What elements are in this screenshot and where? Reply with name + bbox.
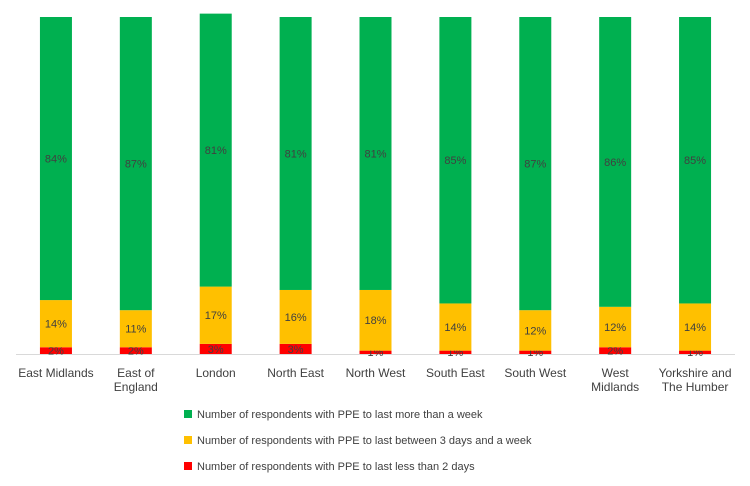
- bar-segment: [679, 17, 712, 304]
- value-label: 12%: [604, 322, 626, 334]
- value-label: 2%: [128, 346, 144, 358]
- value-label: 3%: [288, 344, 304, 356]
- bar-segment: [599, 347, 632, 354]
- value-label: 3%: [208, 344, 224, 356]
- bar-segment: [119, 347, 152, 354]
- legend-swatch: [184, 436, 192, 444]
- x-tick-label: West Midlands: [591, 366, 640, 394]
- bar-segment: [439, 303, 472, 351]
- value-label: 2%: [48, 346, 64, 358]
- x-tick-label: London: [195, 366, 236, 380]
- value-label: 85%: [444, 155, 466, 167]
- value-label: 18%: [364, 315, 386, 327]
- bar-segment: [199, 343, 232, 354]
- value-label: 81%: [205, 145, 227, 157]
- bar-segment: [439, 17, 472, 304]
- value-label: 85%: [684, 155, 706, 167]
- bar-segment: [519, 17, 552, 311]
- value-label: 14%: [444, 322, 466, 334]
- x-tick-label: North West: [345, 366, 406, 380]
- bar-segment: [439, 350, 472, 354]
- x-tick-label: East of England: [113, 366, 158, 394]
- x-tick-label: Yorkshire and The Humber: [658, 366, 732, 394]
- legend-label: Number of respondents with PPE to last b…: [197, 435, 532, 447]
- value-label: 14%: [45, 319, 67, 331]
- x-tick-label: North East: [267, 366, 324, 380]
- bar-segment: [199, 13, 232, 287]
- bar-segment: [279, 17, 312, 290]
- bar-segment: [359, 17, 392, 290]
- legend-swatch: [184, 462, 192, 470]
- value-label: 11%: [125, 324, 146, 336]
- value-label: 14%: [684, 322, 706, 334]
- legend-label: Number of respondents with PPE to last l…: [197, 461, 475, 473]
- bar-segment: [359, 350, 392, 354]
- value-label: 17%: [205, 310, 227, 322]
- legend-label: Number of respondents with PPE to last m…: [197, 409, 483, 421]
- bar-segment: [599, 306, 632, 348]
- bar-segment: [519, 350, 552, 354]
- bar-segment: [119, 17, 152, 311]
- bar-segment: [279, 343, 312, 354]
- bar-segment: [359, 289, 392, 351]
- value-label: 2%: [607, 346, 623, 358]
- bar-segment: [279, 289, 312, 344]
- bar-segment: [519, 310, 552, 351]
- bar-segment: [679, 350, 712, 354]
- value-label: 16%: [285, 312, 307, 324]
- value-label: 81%: [285, 148, 307, 160]
- legend-swatch: [184, 410, 192, 418]
- x-tick-label: South East: [426, 366, 485, 380]
- x-tick-label: South West: [504, 366, 567, 380]
- bar-segment: [199, 286, 232, 344]
- value-label: 86%: [604, 157, 626, 169]
- value-label: 12%: [524, 325, 546, 337]
- value-label: 87%: [524, 159, 546, 171]
- bar-segment: [679, 303, 712, 351]
- bar-segment: [119, 310, 152, 348]
- bar-segment: [39, 300, 72, 348]
- value-label: 84%: [45, 153, 67, 165]
- bar-segment: [599, 17, 632, 307]
- x-tick-label: East Midlands: [18, 366, 94, 380]
- value-label: 81%: [364, 148, 386, 160]
- bar-segment: [39, 347, 72, 354]
- value-label: 87%: [125, 159, 147, 171]
- bar-segment: [39, 17, 72, 301]
